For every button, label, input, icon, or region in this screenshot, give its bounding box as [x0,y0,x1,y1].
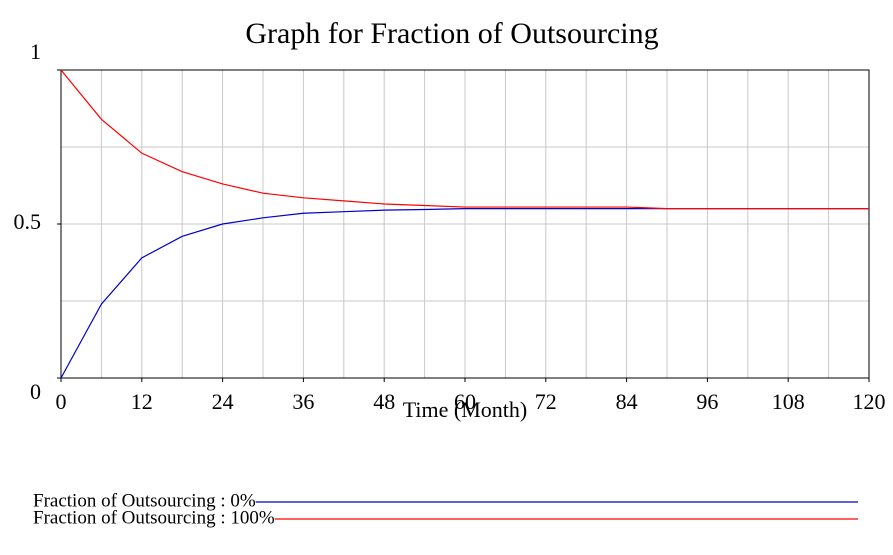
x-tick-label: 48 [373,389,395,414]
legend-label: Fraction of Outsourcing : 100% [33,507,275,528]
legend-label: Fraction of Outsourcing : 0% [33,490,256,511]
y-tick-label: 0 [30,379,41,404]
chart-title: Graph for Fraction of Outsourcing [245,17,658,50]
series-line [60,69,869,210]
x-tick-label: 84 [616,389,638,414]
x-tick-label: 36 [292,389,314,414]
x-tick-label: 0 [56,389,67,414]
x-tick-label: 12 [131,389,153,414]
x-axis-label: Time (Month) [403,397,527,422]
y-tick-label: 1 [30,39,41,64]
y-tick-label: 0.5 [14,209,42,234]
x-tick-label: 24 [212,389,234,414]
x-tick-label: 72 [535,389,557,414]
x-tick-label: 96 [696,389,718,414]
x-tick-label: 120 [853,389,886,414]
x-tick-label: 108 [772,389,805,414]
x-tick-label: 60 [454,389,476,414]
